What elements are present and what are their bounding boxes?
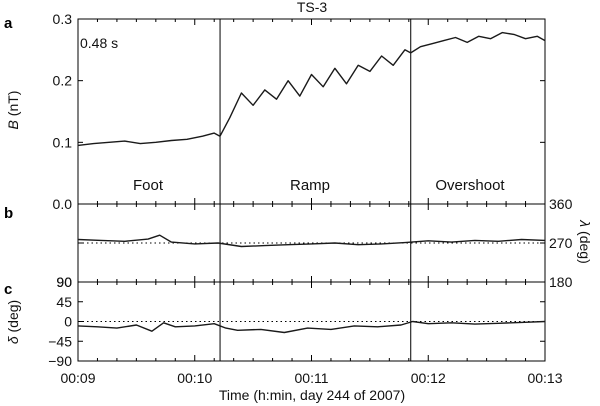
region-label-foot: Foot bbox=[133, 177, 164, 194]
y-tick-label: 90 bbox=[56, 274, 72, 290]
panel-b-letter: b bbox=[4, 205, 13, 222]
panel-c-ylabel: δ (deg) bbox=[5, 300, 21, 344]
panel-a-annotation: 0.48 s bbox=[80, 35, 118, 51]
panel-a-ylabel-unit: (nT) bbox=[5, 91, 21, 121]
panel-b-ylabel-unit: (deg) bbox=[577, 227, 593, 264]
panel-c-letter: c bbox=[4, 281, 12, 298]
y-tick-label: 45 bbox=[56, 294, 72, 310]
panel-b-series-line bbox=[77, 234, 546, 248]
panel-a-series-line bbox=[77, 31, 546, 147]
y-tick-label: 0.3 bbox=[53, 11, 73, 27]
y-tick-label-right: 270 bbox=[549, 235, 573, 251]
panel-b-ylabel: λ (deg) bbox=[577, 219, 593, 263]
y-tick-label: −90 bbox=[48, 353, 72, 369]
x-tick-label: 00:10 bbox=[177, 370, 212, 386]
region-label-ramp: Ramp bbox=[290, 177, 330, 194]
panel-a-letter: a bbox=[4, 15, 13, 32]
x-tick-label: 00:12 bbox=[411, 370, 446, 386]
x-tick-label: 00:11 bbox=[295, 370, 329, 386]
region-label-overshoot: Overshoot bbox=[435, 177, 505, 194]
y-tick-label: 0.2 bbox=[53, 73, 73, 89]
y-tick-label-right: 360 bbox=[549, 196, 573, 212]
panel-a-ylabel: B (nT) bbox=[5, 91, 21, 130]
y-tick-label: 0 bbox=[64, 314, 72, 330]
chart-title: TS-3 bbox=[297, 0, 328, 15]
y-tick-label: −45 bbox=[48, 333, 72, 349]
panel-b-ylabel-symbol: λ bbox=[577, 219, 593, 227]
panel-c-ylabel-symbol: δ bbox=[5, 336, 21, 344]
panel-a-ylabel-symbol: B bbox=[5, 120, 21, 129]
y-tick-label: 0.0 bbox=[53, 196, 73, 212]
y-tick-label: 0.1 bbox=[53, 134, 73, 150]
x-axis-label: Time (h:min, day 244 of 2007) bbox=[219, 387, 405, 403]
panel-c-series-line bbox=[77, 320, 546, 334]
y-tick-label: 90 bbox=[56, 274, 72, 290]
x-tick-label: 00:13 bbox=[527, 370, 562, 386]
panel-c-ylabel-unit: (deg) bbox=[5, 300, 21, 337]
x-tick-label: 00:09 bbox=[60, 370, 95, 386]
y-tick-label-right: 180 bbox=[549, 274, 573, 290]
